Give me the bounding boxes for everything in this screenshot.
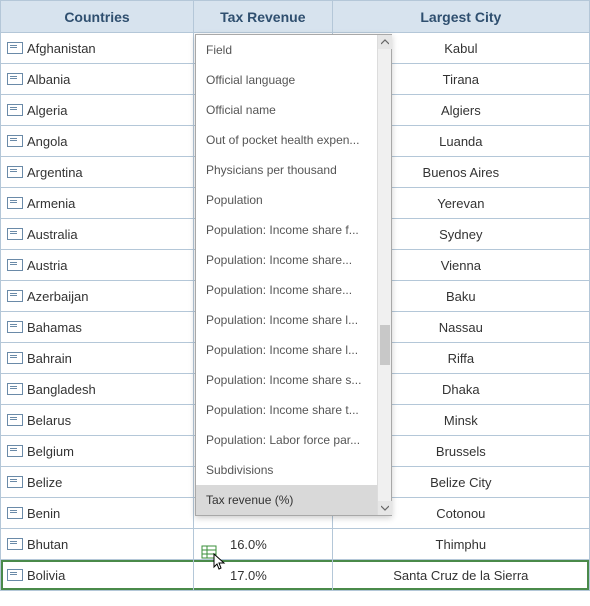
header-row: Countries Tax Revenue Largest City: [1, 1, 590, 33]
country-cell[interactable]: Belarus: [1, 405, 194, 436]
country-cell[interactable]: Armenia: [1, 188, 194, 219]
header-largest-city[interactable]: Largest City: [332, 1, 589, 33]
scroll-thumb[interactable]: [380, 325, 390, 365]
country-flag-icon: [7, 352, 21, 364]
country-name: Bahamas: [27, 320, 82, 335]
country-cell[interactable]: Australia: [1, 219, 194, 250]
country-flag-icon: [7, 321, 21, 333]
country-cell[interactable]: Bahrain: [1, 343, 194, 374]
country-name: Armenia: [27, 196, 75, 211]
country-name: Bolivia: [27, 568, 65, 583]
country-cell[interactable]: Benin: [1, 498, 194, 529]
dropdown-item[interactable]: Tax revenue (%): [196, 485, 379, 515]
country-cell[interactable]: Azerbaijan: [1, 281, 194, 312]
field-dropdown: FieldOfficial languageOfficial nameOut o…: [195, 34, 392, 516]
country-name: Australia: [27, 227, 78, 242]
dropdown-item[interactable]: Official name: [196, 95, 379, 125]
country-cell[interactable]: Bangladesh: [1, 374, 194, 405]
country-name: Bhutan: [27, 537, 68, 552]
country-cell[interactable]: Belize: [1, 467, 194, 498]
table-row[interactable]: Bolivia17.0%Santa Cruz de la Sierra: [1, 560, 590, 591]
dropdown-scrollbar[interactable]: [377, 35, 391, 515]
dropdown-item[interactable]: Field: [196, 35, 379, 65]
dropdown-item[interactable]: Population: Income share t...: [196, 395, 379, 425]
country-name: Azerbaijan: [27, 289, 88, 304]
country-flag-icon: [7, 166, 21, 178]
country-name: Argentina: [27, 165, 83, 180]
country-cell[interactable]: Belgium: [1, 436, 194, 467]
dropdown-item[interactable]: Population: Income share s...: [196, 365, 379, 395]
scroll-down-button[interactable]: [378, 501, 392, 515]
country-name: Belarus: [27, 413, 71, 428]
country-flag-icon: [7, 197, 21, 209]
country-name: Belize: [27, 475, 62, 490]
dropdown-item[interactable]: Population: Income share l...: [196, 335, 379, 365]
scroll-up-button[interactable]: [378, 35, 392, 49]
country-name: Bangladesh: [27, 382, 96, 397]
country-name: Afghanistan: [27, 41, 96, 56]
country-cell[interactable]: Bhutan: [1, 529, 194, 560]
dropdown-item[interactable]: Population: Income share...: [196, 245, 379, 275]
dropdown-item[interactable]: Population: Income share...: [196, 275, 379, 305]
country-cell[interactable]: Angola: [1, 126, 194, 157]
dropdown-item[interactable]: Population: Labor force par...: [196, 425, 379, 455]
dropdown-item[interactable]: Population: Income share l...: [196, 305, 379, 335]
country-name: Algeria: [27, 103, 67, 118]
country-cell[interactable]: Afghanistan: [1, 33, 194, 64]
country-cell[interactable]: Argentina: [1, 157, 194, 188]
country-name: Belgium: [27, 444, 74, 459]
dropdown-item[interactable]: Population: [196, 185, 379, 215]
mouse-cursor-icon: [213, 553, 229, 573]
header-countries[interactable]: Countries: [1, 1, 194, 33]
country-flag-icon: [7, 290, 21, 302]
country-flag-icon: [7, 476, 21, 488]
dropdown-item[interactable]: Population: Income share f...: [196, 215, 379, 245]
city-cell[interactable]: Santa Cruz de la Sierra: [332, 560, 589, 591]
dropdown-item[interactable]: Out of pocket health expen...: [196, 125, 379, 155]
country-cell[interactable]: Algeria: [1, 95, 194, 126]
country-name: Bahrain: [27, 351, 72, 366]
country-flag-icon: [7, 569, 21, 581]
country-name: Benin: [27, 506, 60, 521]
country-flag-icon: [7, 135, 21, 147]
country-cell[interactable]: Austria: [1, 250, 194, 281]
country-flag-icon: [7, 259, 21, 271]
dropdown-item[interactable]: Physicians per thousand: [196, 155, 379, 185]
country-flag-icon: [7, 414, 21, 426]
country-name: Angola: [27, 134, 67, 149]
country-flag-icon: [7, 445, 21, 457]
country-flag-icon: [7, 42, 21, 54]
country-cell[interactable]: Albania: [1, 64, 194, 95]
country-flag-icon: [7, 383, 21, 395]
table-row[interactable]: Bhutan16.0%Thimphu: [1, 529, 590, 560]
country-flag-icon: [7, 538, 21, 550]
dropdown-item[interactable]: Official language: [196, 65, 379, 95]
country-name: Albania: [27, 72, 70, 87]
city-cell[interactable]: Thimphu: [332, 529, 589, 560]
header-tax-revenue[interactable]: Tax Revenue: [193, 1, 332, 33]
dropdown-item[interactable]: Subdivisions: [196, 455, 379, 485]
country-flag-icon: [7, 73, 21, 85]
country-cell[interactable]: Bolivia: [1, 560, 194, 591]
country-flag-icon: [7, 104, 21, 116]
country-flag-icon: [7, 228, 21, 240]
country-flag-icon: [7, 507, 21, 519]
country-cell[interactable]: Bahamas: [1, 312, 194, 343]
country-name: Austria: [27, 258, 67, 273]
